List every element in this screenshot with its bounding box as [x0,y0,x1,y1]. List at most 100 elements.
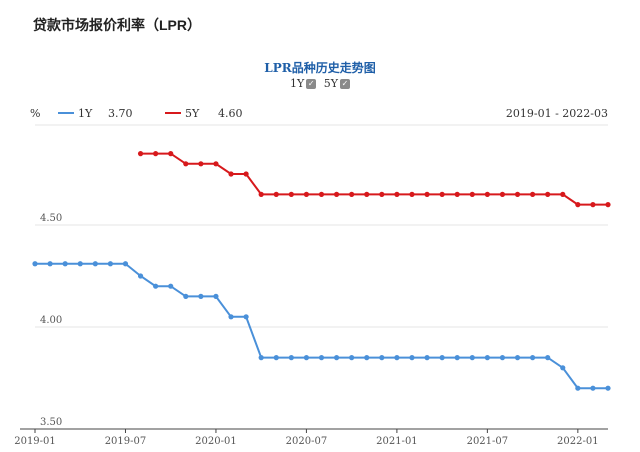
data-point-1y[interactable] [454,355,460,361]
data-point-5y[interactable] [168,151,174,157]
toggle-5y[interactable]: 5Y ✓ [323,77,351,90]
y-tick-label: 4.00 [40,315,62,326]
data-point-1y[interactable] [560,365,566,371]
check-icon[interactable]: ✓ [306,78,317,89]
y-axis: 4.50 4.00 3.50 [40,213,62,428]
chart-header: % 1Y 3.70 5Y 4.60 2019-01 - 2022-03 [30,107,608,120]
toggle-1y-label: 1Y [289,77,305,90]
data-point-5y[interactable] [394,191,400,197]
data-point-5y[interactable] [243,171,249,177]
x-tick-label: 2020-01 [195,436,237,447]
data-point-5y[interactable] [153,151,159,157]
data-point-5y[interactable] [499,191,506,197]
x-tick-label: 2021-01 [376,436,418,447]
data-point-5y[interactable] [424,191,430,197]
data-point-1y[interactable] [213,293,219,299]
data-point-5y[interactable] [318,191,325,197]
data-point-1y[interactable] [168,283,174,289]
check-icon[interactable]: ✓ [340,78,351,89]
series-line-1y [35,262,608,390]
data-point-1y[interactable] [318,355,325,361]
data-point-1y[interactable] [288,355,294,361]
data-point-1y[interactable] [107,261,113,267]
data-point-5y[interactable] [183,161,189,167]
data-point-1y[interactable] [514,355,521,361]
data-point-1y[interactable] [590,385,596,391]
legend-1y-latest: 3.70 [108,107,133,120]
legend-5y-latest: 4.60 [218,107,243,120]
series-toggles: 1Y ✓ 5Y ✓ [0,77,640,90]
data-point-5y[interactable] [137,151,144,157]
data-point-1y[interactable] [364,355,370,361]
data-point-5y[interactable] [349,191,355,197]
toggle-5y-label: 5Y [323,77,339,90]
unit-label: % [30,107,40,120]
data-point-5y[interactable] [514,191,521,197]
data-point-5y[interactable] [288,191,294,197]
legend-5y-name[interactable]: 5Y [185,107,200,120]
data-point-1y[interactable] [349,355,355,361]
grid-lines [35,124,608,328]
data-point-1y[interactable] [484,355,490,361]
series-line-5y [140,152,608,206]
data-point-5y[interactable] [213,161,219,167]
data-point-1y[interactable] [77,261,83,267]
data-point-5y[interactable] [469,191,475,197]
data-point-1y[interactable] [92,261,98,267]
data-point-1y[interactable] [333,355,340,361]
data-point-5y[interactable] [198,161,204,167]
data-point-1y[interactable] [273,355,279,361]
data-point-1y[interactable] [243,314,249,320]
data-point-5y[interactable] [273,191,279,197]
data-point-5y[interactable] [560,191,566,197]
data-point-5y[interactable] [545,191,551,197]
data-point-1y[interactable] [183,293,189,299]
toggle-1y[interactable]: 1Y ✓ [289,77,317,90]
data-point-1y[interactable] [605,385,611,391]
data-point-5y[interactable] [454,191,460,197]
data-point-1y[interactable] [545,355,551,361]
data-point-5y[interactable] [333,191,340,197]
y-tick-label: 3.50 [40,417,62,428]
data-point-1y[interactable] [198,293,204,299]
data-point-1y[interactable] [575,385,581,391]
data-point-5y[interactable] [364,191,370,197]
y-tick-label: 4.50 [40,213,62,224]
data-point-1y[interactable] [379,355,385,361]
data-point-1y[interactable] [469,355,475,361]
data-point-1y[interactable] [32,261,38,267]
data-point-1y[interactable] [499,355,506,361]
data-point-5y[interactable] [590,202,596,208]
date-range: 2019-01 - 2022-03 [506,107,608,120]
data-point-1y[interactable] [137,273,144,279]
data-point-5y[interactable] [409,191,415,197]
data-point-1y[interactable] [409,355,415,361]
data-point-1y[interactable] [122,261,129,267]
data-point-1y[interactable] [62,261,68,267]
data-point-1y[interactable] [439,355,445,361]
data-point-5y[interactable] [439,191,445,197]
x-tick-label: 2019-01 [14,436,56,447]
x-tick-label: 2021-07 [467,436,509,447]
data-point-1y[interactable] [530,355,536,361]
data-point-1y[interactable] [303,355,310,361]
legend-1y-name[interactable]: 1Y [78,107,93,120]
data-point-5y[interactable] [258,191,264,197]
data-point-1y[interactable] [47,261,53,267]
data-point-1y[interactable] [153,283,159,289]
x-tick-label: 2022-01 [557,436,599,447]
data-point-5y[interactable] [303,191,310,197]
data-point-5y[interactable] [484,191,490,197]
data-point-1y[interactable] [424,355,430,361]
data-point-5y[interactable] [575,202,581,208]
data-point-5y[interactable] [379,191,385,197]
x-tick-label: 2020-07 [286,436,328,447]
data-point-1y[interactable] [228,314,234,320]
data-point-5y[interactable] [228,171,234,177]
data-point-5y[interactable] [530,191,536,197]
page-title: 贷款市场报价利率（LPR） [33,17,201,33]
data-point-1y[interactable] [258,355,264,361]
data-point-1y[interactable] [394,355,400,361]
data-point-5y[interactable] [605,202,611,208]
